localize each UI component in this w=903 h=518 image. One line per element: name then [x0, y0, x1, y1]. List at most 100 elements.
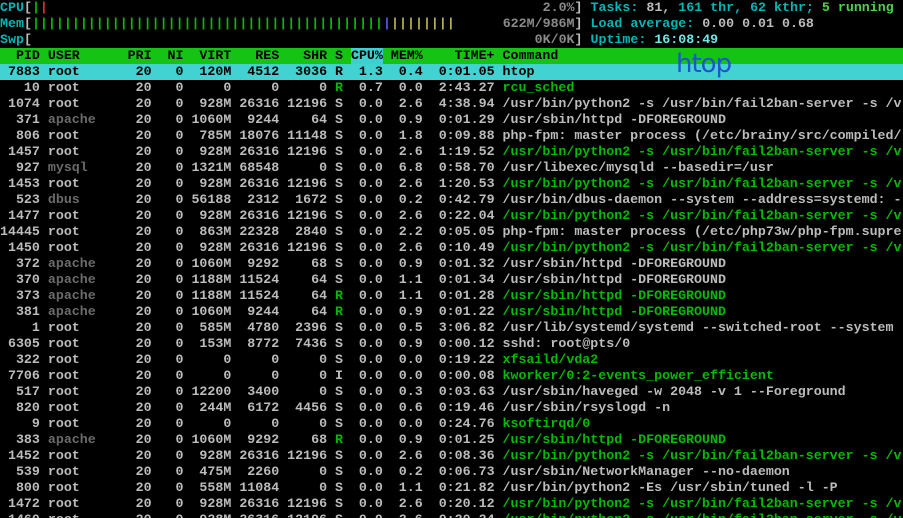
cell-ni: 0 [175, 160, 184, 175]
cell-pid: 1457 [7, 144, 40, 159]
cell-pri: 20 [135, 160, 152, 175]
table-row[interactable]: 10 root 20 0 0 0 0 R 0.7 0.0 2:43.27 rcu_sched [0, 80, 903, 96]
cell-shr: 7436 [295, 336, 328, 351]
cell-mem: 2.6 [398, 496, 423, 511]
cell-res: 26316 [239, 144, 280, 159]
table-row[interactable]: 9 root 20 0 0 0 0 S 0.0 0.0 0:24.76 ksoftirqd/0 [0, 416, 903, 432]
cell-time: 0:01.32 [438, 256, 495, 271]
cell-time: 1:20.53 [438, 176, 495, 191]
cell-state: S [335, 400, 343, 415]
cell-state: S [335, 256, 343, 271]
table-row[interactable]: 1472 root 20 0 928M 26316 12196 S 0.0 2.6 0:20.12 /… [0, 496, 903, 512]
cell-pri: 20 [135, 480, 152, 495]
header-mem[interactable]: MEM% [390, 48, 423, 63]
table-row[interactable]: 517 root 20 0 12200 3400 0 S 0.0 0.3 0:03.63/usr/s… [0, 384, 903, 400]
table-row[interactable]: 1477 root 20 0 928M 26316 12196 S 0.0 2.6 0:22.04 /… [0, 208, 903, 224]
header-pri[interactable]: PRI [127, 48, 152, 63]
table-row[interactable]: 1453 root 20 0 928M 26316 12196 S 0.0 2.6 1:20.53 /… [0, 176, 903, 192]
cell-user: apache [47, 112, 96, 127]
table-row[interactable]: 371 apache 20 0 1060M 9244 64 S 0.0 0.9 0:01.29/us… [0, 112, 903, 128]
table-row[interactable]: 1074 root 20 0 928M 26316 12196 S 0.0 2.6 4:38.94 /… [0, 96, 903, 112]
table-row[interactable]: 6305 root 20 0 153M 8772 7436 S 0.0 0.9 0:00.12 ssh… [0, 336, 903, 352]
table-row[interactable]: 1457 root 20 0 928M 26316 12196 S 0.0 2.6 1:19.52 /… [0, 144, 903, 160]
header-time[interactable]: TIME+ [454, 48, 495, 63]
cell-virt: 1321M [191, 160, 232, 175]
cell-virt: 928M [199, 208, 232, 223]
cell-time: 0:22.04 [438, 208, 495, 223]
header-state[interactable]: S [335, 48, 343, 63]
cell-pid: 7706 [7, 368, 40, 383]
header-ni[interactable]: NI [167, 48, 184, 63]
table-row[interactable]: 1460 root 20 0 928M 26316 12196 S 0.0 2.6 0:20.24 /… [0, 512, 903, 518]
cell-cpu: 0.0 [358, 448, 383, 463]
header-shr[interactable]: SHR [303, 48, 328, 63]
table-row[interactable]: 370 apache 20 0 1188M 11524 64 S 0.0 1.1 0:01.34/u… [0, 272, 903, 288]
cell-pid: 14445 [0, 224, 40, 239]
cell-ni: 0 [175, 128, 184, 143]
green-meter-segment: | [31, 0, 40, 15]
cell-res: 11084 [239, 480, 280, 495]
table-row[interactable]: 539 root 20 0 475M 2260 0 S 0.0 0.2 0:06.73/usr/sb… [0, 464, 903, 480]
table-row[interactable]: 806 root 20 0 785M 18076 11148 S 0.0 1.8 0:09.88 ph… [0, 128, 903, 144]
cell-virt: 0 [223, 80, 232, 95]
header-pid[interactable]: PID [15, 48, 40, 63]
cell-pid: 370 [15, 272, 40, 287]
cell-shr: 2396 [295, 320, 328, 335]
cell-mem: 0.5 [398, 320, 423, 335]
cell-pid: 539 [15, 464, 40, 479]
table-row[interactable]: 1 root 20 0 585M 4780 2396 S 0.0 0.5 3:06.82/usr/l… [0, 320, 903, 336]
header-res[interactable]: RES [255, 48, 280, 63]
cell-mem: 2.6 [398, 208, 423, 223]
cell-res: 0 [271, 80, 280, 95]
table-row[interactable]: 373 apache 20 0 1188M 11524 64 R 0.0 1.1 0:01.28/u… [0, 288, 903, 304]
cell-shr: 64 [311, 288, 328, 303]
table-row[interactable]: 523 dbus 20 0 56188 2312 1672 S 0.0 0.2 0:42.79/us… [0, 192, 903, 208]
cell-ni: 0 [175, 416, 184, 431]
table-row[interactable]: 927 mysql 20 0 1321M 68548 0 S 0.0 6.8 0:58.70/usr… [0, 160, 903, 176]
table-row[interactable]: 322 root 20 0 0 0 0 S 0.0 0.0 0:19.22 xfsaild/vda2 [0, 352, 903, 368]
table-row[interactable]: 383 apache 20 0 1060M 9292 68 R 0.0 0.9 0:01.25/us… [0, 432, 903, 448]
table-row[interactable]: 7883 root 20 0 120M 4512 3036 R 1.3 0.4 0:01.05 hto… [0, 64, 903, 80]
table-row[interactable]: 7706 root 20 0 0 0 0 I 0.0 0.0 0:00.08 kworker/0:2-… [0, 368, 903, 384]
cell-time: 0:00.12 [438, 336, 495, 351]
header-virt[interactable]: VIRT [199, 48, 232, 63]
cell-shr: 0 [319, 368, 328, 383]
cell-state: S [335, 144, 343, 159]
table-row[interactable]: 820 root 20 0 244M 6172 4456 S 0.0 0.6 0:19.46/usr… [0, 400, 903, 416]
cell-user: apache [47, 432, 96, 447]
cell-shr: 0 [319, 464, 328, 479]
cell-cpu: 0.0 [358, 192, 383, 207]
cell-state: R [335, 288, 343, 303]
cell-mem: 0.0 [398, 80, 423, 95]
cell-user: apache [47, 272, 96, 287]
cell-pri: 20 [135, 384, 152, 399]
table-row[interactable]: 372 apache 20 0 1060M 9292 68 S 0.0 0.9 0:01.32/us… [0, 256, 903, 272]
cell-state: S [335, 336, 343, 351]
cell-pid: 1074 [7, 96, 40, 111]
cell-pri: 20 [135, 192, 152, 207]
table-row[interactable]: 1452 root 20 0 928M 26316 12196 S 0.0 2.6 0:08.36 /… [0, 448, 903, 464]
cell-res: 68548 [239, 160, 280, 175]
cell-state: S [335, 496, 343, 511]
table-row[interactable]: 381 apache 20 0 1060M 9244 64 R 0.0 0.9 0:01.22/us… [0, 304, 903, 320]
cell-cpu: 0.0 [358, 320, 383, 335]
cell-shr: 0 [319, 352, 328, 367]
meter-bracket: [ [23, 16, 32, 31]
cell-virt: 1060M [191, 112, 232, 127]
meter-bracket: ] [574, 32, 583, 47]
cell-state: S [335, 128, 343, 143]
header-command[interactable]: Command [502, 48, 559, 63]
cell-virt: 475M [199, 464, 232, 479]
header-user[interactable]: USER [47, 48, 80, 63]
header-cpu-sorted[interactable]: CPU% [350, 48, 383, 64]
table-row[interactable]: 14445 root 20 0 863M 22328 2840 S 0.0 2.2 0:05.05 p… [0, 224, 903, 240]
cell-cpu: 0.7 [358, 80, 383, 95]
cell-user: root [47, 416, 80, 431]
cell-cpu: 0.0 [358, 368, 383, 383]
cell-time: 0:01.28 [438, 288, 495, 303]
table-row[interactable]: 1450 root 20 0 928M 26316 12196 S 0.0 2.6 0:10.49 /… [0, 240, 903, 256]
cell-pri: 20 [135, 464, 152, 479]
cell-command: xfsaild/vda2 [502, 352, 599, 367]
table-row[interactable]: 800 root 20 0 558M 11084 0 S 0.0 1.1 0:21.82/usr/b… [0, 480, 903, 496]
